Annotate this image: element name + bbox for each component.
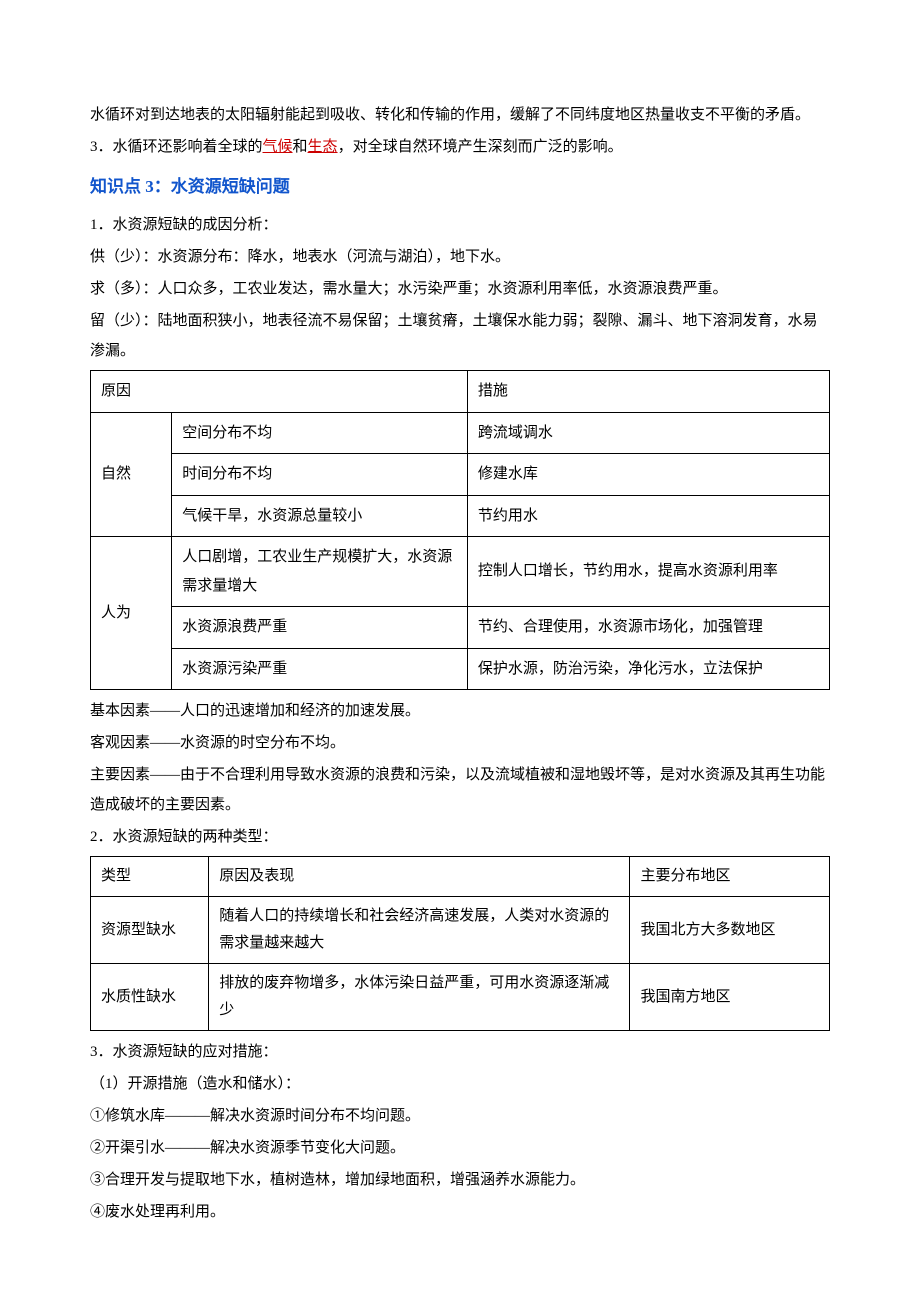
header-measure: 措施 <box>467 371 829 413</box>
cell-cause: 随着人口的持续增长和社会经济高速发展，人类对水资源的需求量越来越大 <box>209 897 630 964</box>
cell-cause: 排放的废弃物增多，水体污染日益严重，可用水资源逐渐减少 <box>209 964 630 1031</box>
header-type: 类型 <box>91 857 209 897</box>
table-row: 气候干旱，水资源总量较小 节约用水 <box>91 495 830 537</box>
subheading-3: 3．水资源短缺的应对措施： <box>90 1037 830 1067</box>
table-row: 水质性缺水 排放的废弃物增多，水体污染日益严重，可用水资源逐渐减少 我国南方地区 <box>91 964 830 1031</box>
table-row: 水资源浪费严重 节约、合理使用，水资源市场化，加强管理 <box>91 607 830 649</box>
measure-2: ②开渠引水———解决水资源季节变化大问题。 <box>90 1133 830 1163</box>
subheading-1: 1．水资源短缺的成因分析： <box>90 210 830 240</box>
cell-measure: 控制人口增长，节约用水，提高水资源利用率 <box>467 537 829 607</box>
cell-cause: 水资源浪费严重 <box>172 607 468 649</box>
measure-1: ①修筑水库———解决水资源时间分布不均问题。 <box>90 1101 830 1131</box>
p2-mid: 和 <box>293 139 308 155</box>
objective-factor: 客观因素——水资源的时空分布不均。 <box>90 728 830 758</box>
cell-cause: 水资源污染严重 <box>172 648 468 690</box>
cell-measure: 跨流域调水 <box>467 412 829 454</box>
basic-factor: 基本因素——人口的迅速增加和经济的加速发展。 <box>90 696 830 726</box>
table-row: 自然 空间分布不均 跨流域调水 <box>91 412 830 454</box>
table-row: 水资源污染严重 保护水源，防治污染，净化污水，立法保护 <box>91 648 830 690</box>
table-row: 时间分布不均 修建水库 <box>91 454 830 496</box>
table-row: 人为 人口剧增，工农业生产规模扩大，水资源需求量增大 控制人口增长，节约用水，提… <box>91 537 830 607</box>
intro-paragraph-2: 3．水循环还影响着全球的气候和生态，对全球自然环境产生深刻而广泛的影响。 <box>90 132 830 162</box>
subheading-2: 2．水资源短缺的两种类型： <box>90 822 830 852</box>
table-row: 资源型缺水 随着人口的持续增长和社会经济高速发展，人类对水资源的需求量越来越大 … <box>91 897 830 964</box>
shortage-types-table: 类型 原因及表现 主要分布地区 资源型缺水 随着人口的持续增长和社会经济高速发展… <box>90 856 830 1031</box>
cell-cause: 人口剧增，工农业生产规模扩大，水资源需求量增大 <box>172 537 468 607</box>
cell-cause: 空间分布不均 <box>172 412 468 454</box>
section-3-title: 知识点 3：水资源短缺问题 <box>90 170 830 204</box>
cell-cause: 气候干旱，水资源总量较小 <box>172 495 468 537</box>
measure-4: ④废水处理再利用。 <box>90 1197 830 1227</box>
cell-cause: 时间分布不均 <box>172 454 468 496</box>
demand-line: 求（多）：人口众多，工农业发达，需水量大；水污染严重；水资源利用率低，水资源浪费… <box>90 274 830 304</box>
cell-region: 我国南方地区 <box>630 964 830 1031</box>
emphasis-climate: 气候 <box>263 139 293 155</box>
cell-measure: 保护水源，防治污染，净化污水，立法保护 <box>467 648 829 690</box>
natural-label: 自然 <box>91 412 172 537</box>
cell-measure: 节约用水 <box>467 495 829 537</box>
header-region: 主要分布地区 <box>630 857 830 897</box>
cell-type: 资源型缺水 <box>91 897 209 964</box>
table-row: 类型 原因及表现 主要分布地区 <box>91 857 830 897</box>
header-cause: 原因 <box>91 371 468 413</box>
emphasis-ecology: 生态 <box>308 139 338 155</box>
cell-type: 水质性缺水 <box>91 964 209 1031</box>
human-label: 人为 <box>91 537 172 690</box>
main-factor: 主要因素——由于不合理利用导致水资源的浪费和污染，以及流域植被和湿地毁坏等，是对… <box>90 760 830 820</box>
causes-measures-table: 原因 措施 自然 空间分布不均 跨流域调水 时间分布不均 修建水库 气候干旱，水… <box>90 370 830 690</box>
p2-suffix: ，对全球自然环境产生深刻而广泛的影响。 <box>338 139 623 155</box>
table-row: 原因 措施 <box>91 371 830 413</box>
cell-measure: 修建水库 <box>467 454 829 496</box>
retain-line: 留（少）：陆地面积狭小，地表径流不易保留；土壤贫瘠，土壤保水能力弱；裂隙、漏斗、… <box>90 306 830 366</box>
cell-region: 我国北方大多数地区 <box>630 897 830 964</box>
measure-3: ③合理开发与提取地下水，植树造林，增加绿地面积，增强涵养水源能力。 <box>90 1165 830 1195</box>
intro-paragraph-1: 水循环对到达地表的太阳辐射能起到吸收、转化和传输的作用，缓解了不同纬度地区热量收… <box>90 100 830 130</box>
header-cause: 原因及表现 <box>209 857 630 897</box>
measure-intro: （1）开源措施（造水和储水）： <box>90 1069 830 1099</box>
p2-prefix: 3．水循环还影响着全球的 <box>90 139 263 155</box>
supply-line: 供（少）：水资源分布：降水，地表水（河流与湖泊），地下水。 <box>90 242 830 272</box>
cell-measure: 节约、合理使用，水资源市场化，加强管理 <box>467 607 829 649</box>
